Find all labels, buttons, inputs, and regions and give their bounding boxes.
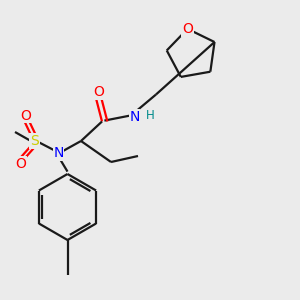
Text: O: O <box>20 109 31 122</box>
Text: O: O <box>182 22 193 36</box>
Text: N: N <box>53 146 64 160</box>
Text: H: H <box>146 109 154 122</box>
Text: S: S <box>30 134 39 148</box>
Text: O: O <box>15 157 26 170</box>
Text: N: N <box>129 110 140 124</box>
Text: O: O <box>93 85 104 99</box>
